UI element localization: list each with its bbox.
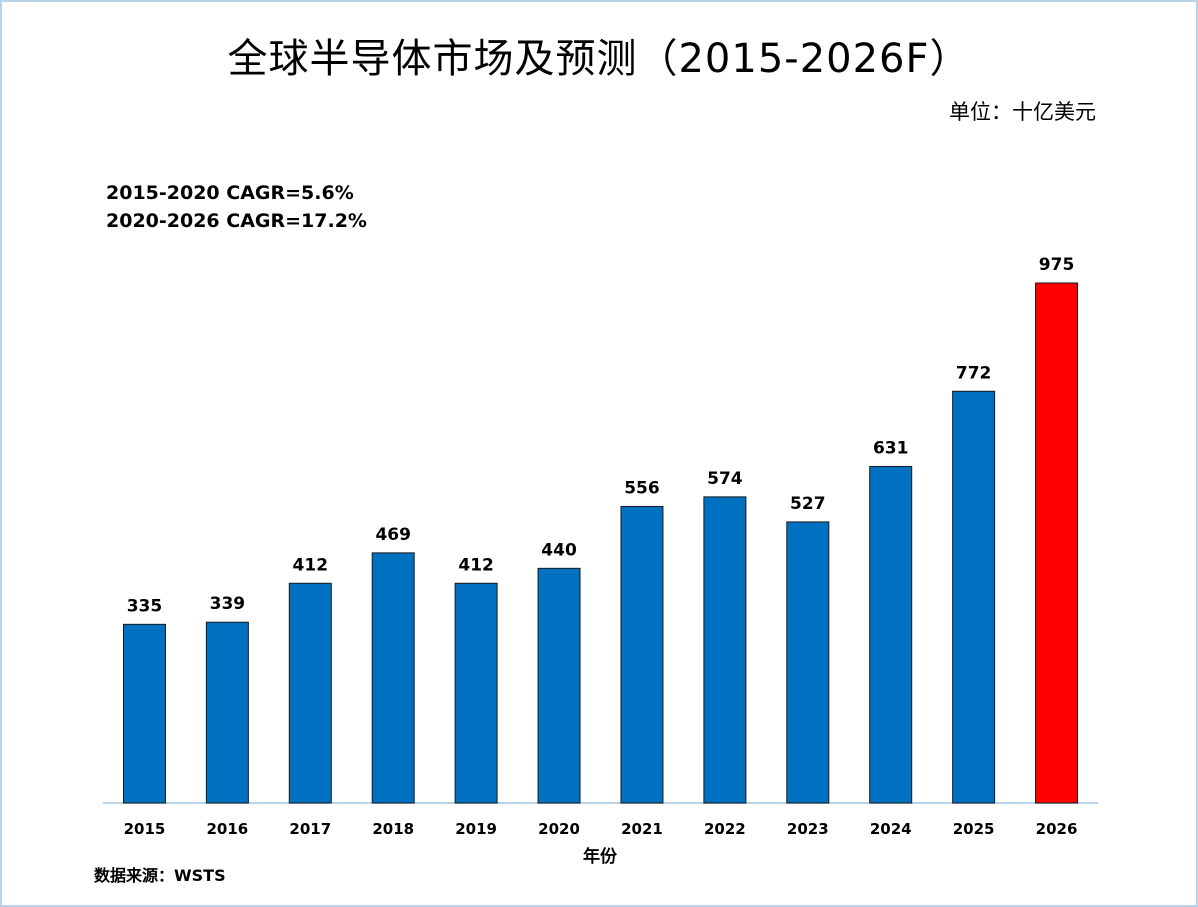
x-tick-2018: 2018 (372, 820, 414, 838)
cagr-annotation-1: 2015-2020 CAGR=5.6% (106, 182, 354, 204)
x-tick-2015: 2015 (124, 820, 166, 838)
data-label-2024: 631 (873, 438, 909, 458)
x-tick-2023: 2023 (787, 820, 829, 838)
bar-2017 (288, 582, 332, 804)
x-tick-2021: 2021 (621, 820, 663, 838)
data-label-2022: 574 (707, 469, 743, 489)
bar-2018 (371, 552, 415, 804)
data-label-2019: 412 (458, 555, 494, 575)
bar-2022 (703, 496, 747, 804)
bar-2023 (786, 521, 830, 804)
data-label-2018: 469 (375, 525, 411, 545)
bar-2024 (869, 465, 913, 804)
x-tick-2025: 2025 (953, 820, 995, 838)
chart-title: 全球半导体市场及预测（2015-2026F） (227, 36, 971, 82)
data-label-2023: 527 (790, 494, 826, 514)
bar-2020 (537, 567, 581, 804)
bar-2019 (454, 582, 498, 804)
data-label-2015: 335 (127, 596, 163, 616)
x-tick-2026: 2026 (1036, 820, 1078, 838)
data-label-2025: 772 (956, 363, 992, 383)
data-label-2017: 412 (293, 555, 329, 575)
x-tick-2019: 2019 (455, 820, 497, 838)
data-label-2020: 440 (541, 540, 577, 560)
unit-label: 单位：十亿美元 (949, 100, 1096, 124)
bar-2021 (620, 505, 664, 804)
x-tick-labels-group: 2015 2016 2017 2018 2019 2020 2021 2022 2023 2024… (124, 820, 1078, 838)
data-labels-group: 335 339 412 469 412 440 556 574 527 631 772 975 (127, 255, 1075, 616)
x-tick-2017: 2017 (289, 820, 331, 838)
source-note: 数据来源：WSTS (94, 866, 226, 885)
bar-2026 (1035, 282, 1079, 804)
x-tick-2024: 2024 (870, 820, 912, 838)
x-tick-2016: 2016 (207, 820, 249, 838)
bar-2016 (205, 621, 249, 804)
x-axis-title: 年份 (583, 846, 618, 867)
bar-2015 (122, 623, 166, 804)
data-label-2021: 556 (624, 478, 660, 498)
cagr-annotation-2: 2020-2026 CAGR=17.2% (106, 210, 367, 232)
x-tick-2020: 2020 (538, 820, 580, 838)
data-label-2026: 975 (1039, 255, 1075, 275)
bars-group (122, 282, 1079, 804)
data-label-2016: 339 (210, 594, 246, 614)
bar-2025 (952, 390, 996, 804)
x-tick-2022: 2022 (704, 820, 746, 838)
